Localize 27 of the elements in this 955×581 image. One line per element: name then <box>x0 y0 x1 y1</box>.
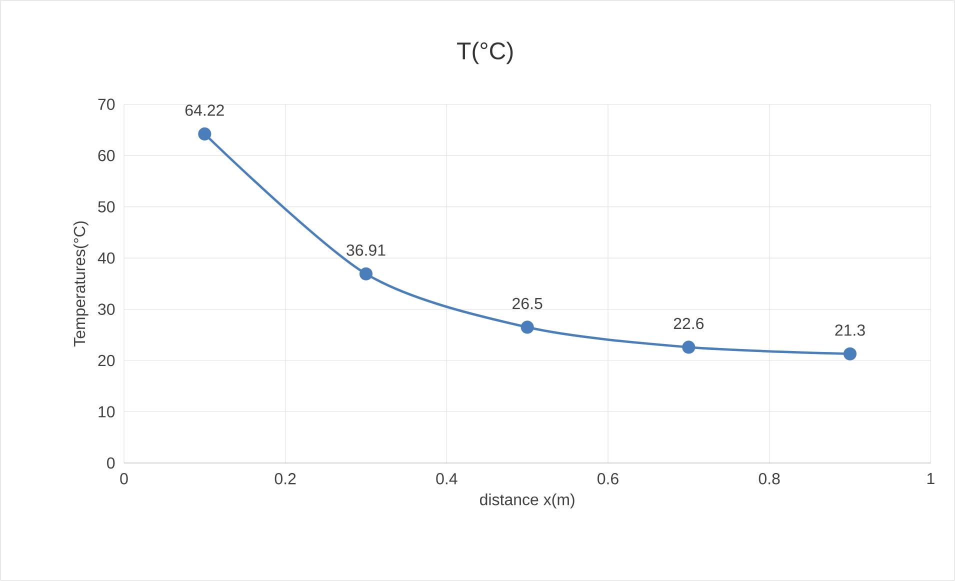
y-tick-label: 50 <box>98 201 115 212</box>
data-label: 64.22 <box>185 104 224 116</box>
point <box>359 267 373 280</box>
x-tick-label: 0 <box>120 473 128 484</box>
y-tick-label: 60 <box>98 150 115 162</box>
point <box>520 320 534 334</box>
y-tick-label: 40 <box>98 252 115 264</box>
data-label: 26.5 <box>512 298 542 310</box>
y-tick-label: 30 <box>98 304 115 315</box>
point <box>198 127 212 140</box>
x-tick-label: 0.4 <box>436 473 458 484</box>
x-tick-label: 0.6 <box>598 473 618 484</box>
y-axis-title: Temperatures(°C) <box>73 221 88 347</box>
y-tick-label: 0 <box>107 457 115 469</box>
y-tick-label: 20 <box>98 354 115 366</box>
point <box>843 347 857 360</box>
data-label: 36.91 <box>346 244 386 256</box>
point <box>682 340 696 354</box>
data-label: 22.6 <box>674 318 704 330</box>
data-label: 21.3 <box>835 324 865 336</box>
x-axis-title: distance x(m) <box>480 494 574 508</box>
y-tick-label: 10 <box>98 406 115 418</box>
y-tick-label: 70 <box>98 98 115 110</box>
x-tick-label: 0.2 <box>274 473 296 484</box>
chart-title: T(°C) <box>457 42 513 64</box>
x-tick-label: 0.8 <box>758 473 780 484</box>
x-tick-label: 1 <box>927 473 934 484</box>
